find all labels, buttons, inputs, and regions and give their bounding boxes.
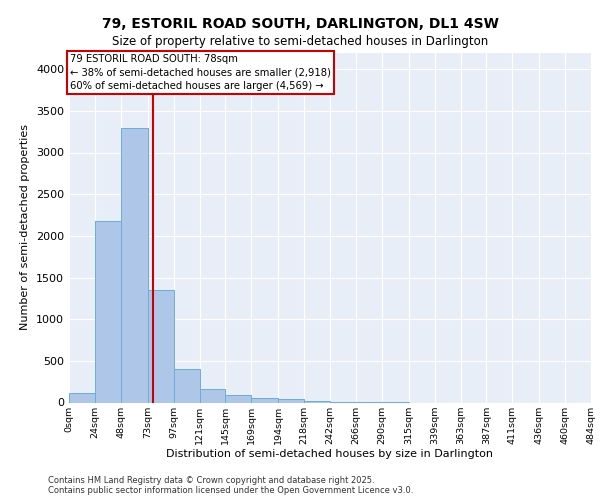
Bar — [121, 128, 148, 402]
Text: Size of property relative to semi-detached houses in Darlington: Size of property relative to semi-detach… — [112, 35, 488, 48]
Text: Contains HM Land Registry data © Crown copyright and database right 2025.
Contai: Contains HM Land Registry data © Crown c… — [48, 476, 413, 495]
Bar — [69, 394, 95, 402]
Y-axis label: Number of semi-detached properties: Number of semi-detached properties — [20, 124, 31, 330]
Bar — [226, 394, 251, 402]
Bar — [95, 221, 121, 402]
Bar — [304, 401, 330, 402]
Bar — [251, 398, 278, 402]
Bar — [173, 369, 199, 402]
X-axis label: Distribution of semi-detached houses by size in Darlington: Distribution of semi-detached houses by … — [167, 450, 493, 460]
Bar — [148, 290, 173, 403]
Text: 79, ESTORIL ROAD SOUTH, DARLINGTON, DL1 4SW: 79, ESTORIL ROAD SOUTH, DARLINGTON, DL1 … — [101, 18, 499, 32]
Bar — [199, 389, 226, 402]
Text: 79 ESTORIL ROAD SOUTH: 78sqm
← 38% of semi-detached houses are smaller (2,918)
6: 79 ESTORIL ROAD SOUTH: 78sqm ← 38% of se… — [70, 54, 331, 90]
Bar — [278, 399, 304, 402]
